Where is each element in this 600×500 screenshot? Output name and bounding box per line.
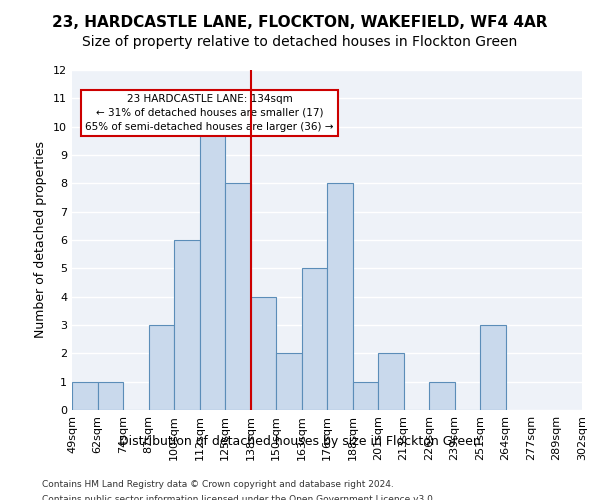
- Text: 23 HARDCASTLE LANE: 134sqm
← 31% of detached houses are smaller (17)
65% of semi: 23 HARDCASTLE LANE: 134sqm ← 31% of deta…: [85, 94, 334, 132]
- Bar: [378, 354, 404, 410]
- Bar: [72, 382, 97, 410]
- Text: Contains HM Land Registry data © Crown copyright and database right 2024.: Contains HM Land Registry data © Crown c…: [42, 480, 394, 489]
- Bar: [251, 296, 276, 410]
- Bar: [480, 325, 505, 410]
- Bar: [276, 354, 302, 410]
- Bar: [97, 382, 123, 410]
- Text: Contains public sector information licensed under the Open Government Licence v3: Contains public sector information licen…: [42, 495, 436, 500]
- Bar: [429, 382, 455, 410]
- Bar: [225, 184, 251, 410]
- Bar: [174, 240, 199, 410]
- Text: 23, HARDCASTLE LANE, FLOCKTON, WAKEFIELD, WF4 4AR: 23, HARDCASTLE LANE, FLOCKTON, WAKEFIELD…: [52, 15, 548, 30]
- Y-axis label: Number of detached properties: Number of detached properties: [34, 142, 47, 338]
- Bar: [149, 325, 174, 410]
- Bar: [353, 382, 378, 410]
- Bar: [327, 184, 353, 410]
- Bar: [302, 268, 327, 410]
- Text: Size of property relative to detached houses in Flockton Green: Size of property relative to detached ho…: [82, 35, 518, 49]
- Text: Distribution of detached houses by size in Flockton Green: Distribution of detached houses by size …: [119, 435, 481, 448]
- Bar: [199, 126, 225, 410]
